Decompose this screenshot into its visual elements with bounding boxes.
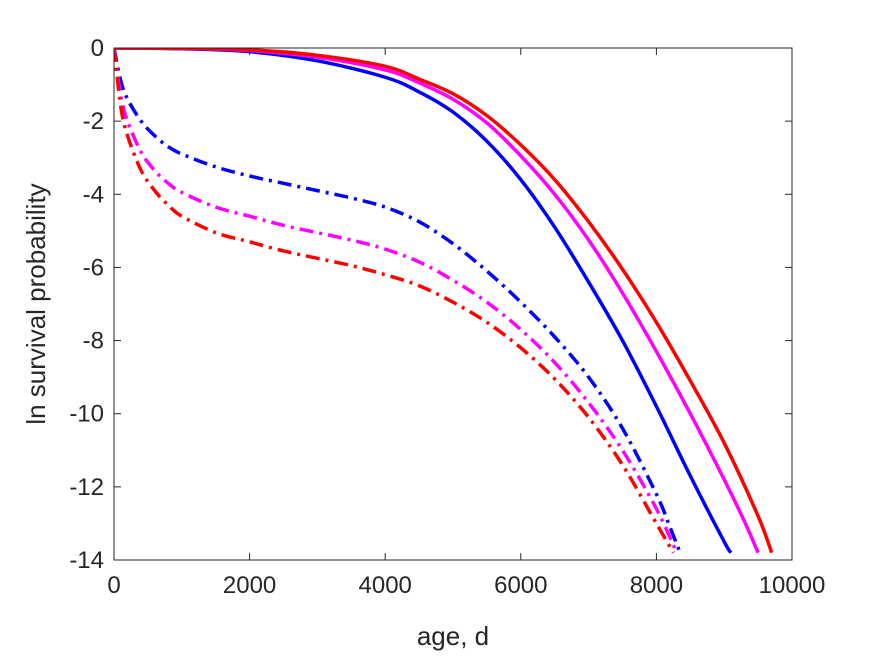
tick-layer: 0 2000 4000 6000 8000 10000 0 -2 -4 -6 -8 -10 -12 -14 [69, 35, 825, 599]
plot-frame [113, 47, 793, 561]
x-tick-label: 4000 [359, 572, 412, 599]
series-line-3 [114, 48, 774, 554]
x-tick-label: 6000 [494, 572, 547, 599]
y-axis-label: ln survival probability [21, 183, 51, 424]
series-line-5 [114, 48, 679, 554]
x-axis-label: age, d [417, 621, 489, 651]
y-tick-label: -6 [83, 254, 104, 281]
y-tick-label: -12 [69, 474, 104, 501]
x-tick-label: 0 [107, 572, 120, 599]
y-tick-label: -14 [69, 547, 104, 574]
y-tick-label: 0 [91, 35, 104, 62]
y-tick-label: -8 [83, 328, 104, 355]
series-line-6 [114, 48, 675, 554]
y-tick-label: -4 [83, 181, 104, 208]
x-tick-label: 10000 [759, 572, 826, 599]
x-tick-label: 8000 [630, 572, 683, 599]
x-tick-label: 2000 [223, 572, 276, 599]
y-tick-label: -10 [69, 401, 104, 428]
series-line-4 [114, 48, 682, 554]
y-tick-label: -2 [83, 108, 104, 135]
series-line-1 [114, 48, 733, 554]
series-layer [114, 48, 774, 554]
